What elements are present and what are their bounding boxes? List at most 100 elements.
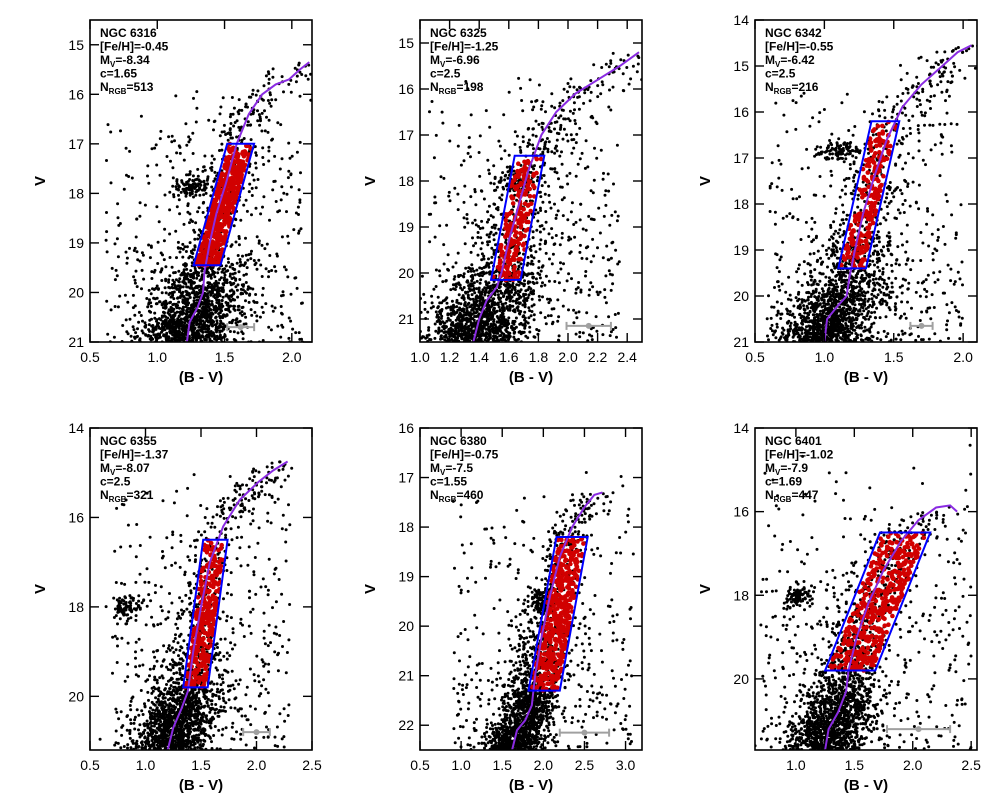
field-star: [473, 273, 477, 277]
field-star: [607, 269, 611, 273]
field-star: [599, 148, 603, 152]
field-star: [284, 268, 288, 272]
field-star: [614, 248, 618, 252]
field-star: [616, 311, 620, 315]
field-star: [528, 309, 532, 313]
cluster-annotation: NGC 6325[Fe/H]=-1.25MV=-6.96c=2.5NRGB=19…: [430, 26, 499, 96]
field-star: [177, 144, 181, 148]
field-star: [437, 326, 441, 330]
field-star: [578, 330, 582, 334]
field-star: [921, 241, 925, 245]
field-star: [260, 129, 264, 133]
y-tick-label: 18: [68, 185, 84, 201]
field-star: [477, 151, 481, 154]
rgb-selected-star: [225, 157, 230, 162]
field-star: [502, 294, 506, 298]
field-star: [478, 134, 482, 138]
field-star: [258, 115, 262, 119]
field-star: [500, 198, 504, 202]
field-star: [154, 302, 158, 306]
field-star: [521, 282, 524, 286]
field-star: [539, 238, 543, 242]
rgb-selected-star: [521, 207, 526, 212]
field-star: [145, 297, 149, 300]
field-star: [242, 203, 246, 207]
field-star: [439, 334, 443, 338]
field-star: [126, 300, 130, 304]
field-star: [113, 242, 117, 246]
field-star: [222, 271, 226, 275]
rgb-selected-star: [233, 169, 238, 175]
field-star: [194, 193, 198, 197]
field-star: [188, 193, 192, 197]
field-star: [429, 212, 433, 216]
field-star: [257, 113, 261, 117]
rgb-selected-star: [527, 193, 533, 199]
field-star: [492, 318, 496, 322]
field-star: [539, 107, 543, 111]
field-star: [104, 238, 108, 242]
field-star: [191, 131, 195, 135]
field-star: [278, 209, 281, 213]
rgb-selected-star: [226, 220, 232, 226]
field-star: [442, 331, 446, 334]
field-star: [580, 151, 584, 155]
field-star: [540, 284, 543, 288]
field-star: [165, 155, 169, 158]
field-star: [581, 331, 585, 335]
field-star: [578, 126, 582, 130]
field-star: [247, 190, 251, 194]
field-star: [512, 322, 516, 326]
field-star: [154, 327, 158, 331]
field-star: [201, 211, 205, 214]
field-star: [578, 335, 582, 339]
field-star: [221, 96, 225, 100]
field-star: [149, 244, 153, 248]
field-star: [497, 305, 501, 309]
field-star: [300, 301, 304, 305]
field-star: [494, 223, 498, 227]
field-star: [252, 178, 256, 182]
field-star: [276, 121, 280, 125]
field-star: [210, 289, 214, 293]
field-star: [505, 298, 508, 301]
field-star: [135, 250, 139, 254]
field-star: [155, 318, 159, 322]
field-star: [123, 293, 127, 297]
field-star: [251, 173, 255, 177]
field-star: [170, 295, 174, 299]
field-star: [278, 167, 282, 171]
field-star: [185, 319, 189, 323]
field-star: [211, 312, 215, 316]
field-star: [535, 281, 539, 285]
y-tick-label: 21: [68, 334, 84, 350]
field-star: [584, 228, 588, 232]
rgb-selected-star: [208, 260, 213, 266]
field-star: [262, 195, 266, 199]
field-star: [288, 156, 292, 160]
field-star: [474, 315, 478, 318]
field-star: [462, 298, 466, 301]
field-star: [195, 298, 199, 302]
field-star: [218, 149, 221, 152]
field-star: [297, 188, 301, 192]
field-star: [210, 185, 214, 189]
field-star: [164, 304, 168, 308]
field-star: [547, 301, 551, 305]
field-star: [532, 313, 536, 317]
field-star: [220, 148, 224, 152]
field-star: [517, 76, 521, 80]
field-star: [211, 266, 215, 269]
field-star: [900, 232, 904, 236]
field-star: [267, 149, 271, 153]
field-star: [482, 315, 486, 318]
field-star: [555, 149, 559, 153]
field-star: [522, 314, 526, 318]
field-star: [930, 293, 934, 297]
field-star: [590, 334, 594, 338]
field-star: [297, 231, 301, 235]
field-star: [216, 337, 220, 341]
field-star: [160, 315, 164, 319]
field-star: [465, 318, 469, 322]
